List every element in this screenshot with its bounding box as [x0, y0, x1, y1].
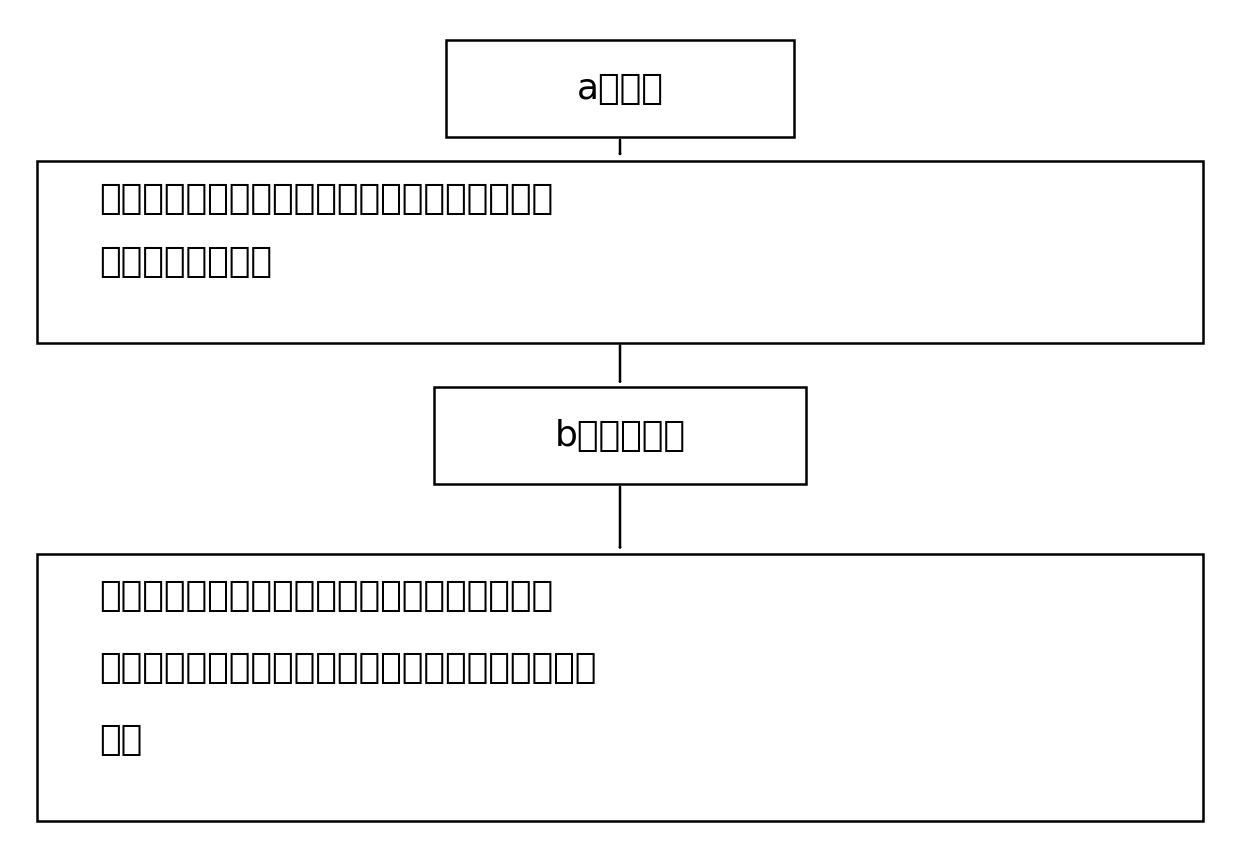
Bar [446, 41, 794, 138]
Text: b、搔拌混合: b、搔拌混合 [554, 419, 686, 453]
Bar [37, 554, 1203, 821]
Text: 按设定重量百分比称取非离子表面活性剂、增溶: 按设定重量百分比称取非离子表面活性剂、增溶 [99, 182, 553, 216]
Text: a、称量: a、称量 [577, 72, 663, 106]
Bar [434, 387, 806, 484]
Bar [37, 161, 1203, 343]
Text: 水中，搔拌至各组分充分溶解，即得最终的硫磺润湿: 水中，搔拌至各组分充分溶解，即得最终的硫磺润湿 [99, 651, 596, 685]
Text: 依次将非离子表面活性剂、增溶剂和分散剂投入: 依次将非离子表面活性剂、增溶剂和分散剂投入 [99, 580, 553, 613]
Text: 剂。: 剂。 [99, 723, 143, 757]
Text: 剂、分散剂和水；: 剂、分散剂和水； [99, 245, 273, 279]
